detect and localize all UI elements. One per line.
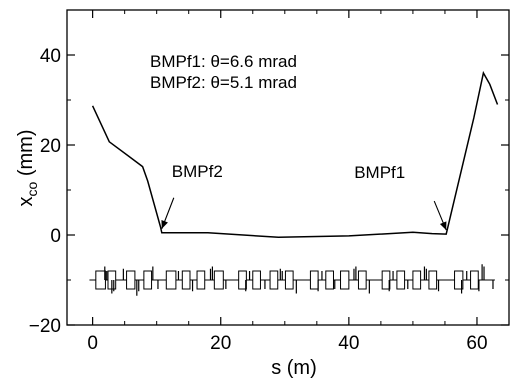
lattice-quadrupole (181, 270, 191, 290)
annotations: BMPf2 BMPf1 (161, 162, 447, 231)
annotation-arrow-head (161, 220, 168, 229)
x-tick-label: 0 (87, 333, 98, 354)
lattice (89, 264, 495, 296)
lattice-quadrupole (284, 270, 294, 290)
axis-ticks (67, 9, 510, 326)
y-tick-label: 20 (40, 136, 61, 157)
lattice-quadrupole (325, 270, 334, 290)
x-axis-title: s (m) (271, 357, 317, 379)
lattice-quadrupole (428, 270, 438, 290)
lattice-quadrupole (309, 270, 319, 290)
lattice-quadrupole (126, 270, 136, 290)
note-line-1: BMPf1: θ=6.6 mrad (150, 52, 297, 71)
y-axis-title-unit: (mm) (15, 130, 37, 182)
lattice-quadrupole (196, 270, 206, 290)
lattice-quadrupole (412, 270, 422, 290)
note-line-2: BMPf2: θ=5.1 mrad (150, 73, 297, 92)
lattice-quadrupole (95, 270, 106, 290)
lattice-quadrupole (165, 270, 177, 290)
lattice-quadrupole (340, 270, 350, 290)
annotation-arrow-head (439, 221, 447, 231)
y-axis-title: xco (mm) (15, 130, 40, 207)
x-tick-label: 60 (466, 333, 487, 354)
lattice-quadrupole (454, 270, 464, 290)
lattice-quadrupole (252, 270, 261, 290)
lattice-quadrupole (396, 270, 406, 290)
x-tick-label: 20 (210, 333, 231, 354)
y-axis-title-main: x (15, 197, 37, 207)
lattice-quadrupole (143, 270, 153, 290)
y-tick-label: −20 (29, 316, 61, 337)
x-tick-label: 40 (338, 333, 359, 354)
tick-labels: 0 20 40 60 −20 0 20 40 (29, 46, 488, 354)
annotation-label: BMPf1 (354, 163, 405, 182)
lattice-quadrupole (269, 270, 279, 290)
annotation-label: BMPf2 (172, 162, 223, 181)
lattice-quadrupole (381, 270, 391, 290)
lattice-quadrupole (470, 270, 479, 290)
plot-frame (66, 9, 510, 326)
lattice-quadrupole (213, 270, 224, 290)
lattice-quadrupole (238, 270, 247, 290)
lattice-quadrupole (357, 270, 367, 290)
orbit-line (91, 70, 499, 239)
y-tick-label: 40 (40, 46, 61, 67)
y-axis-title-sub: co (24, 182, 40, 197)
y-tick-label: 0 (50, 226, 61, 247)
